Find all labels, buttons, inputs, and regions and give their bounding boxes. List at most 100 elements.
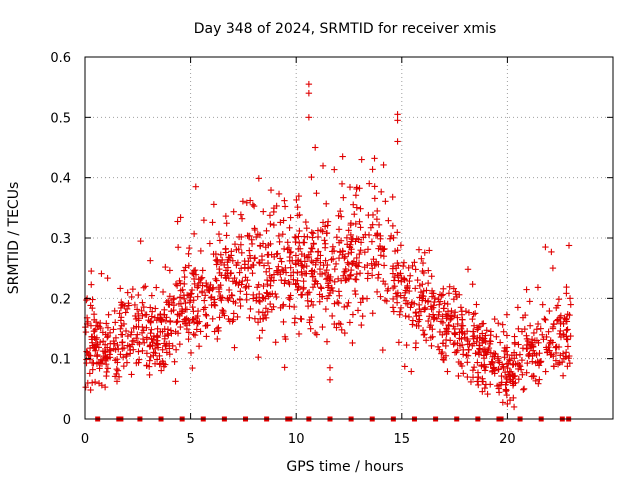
data-point	[511, 355, 518, 362]
data-point	[274, 250, 281, 257]
data-point	[185, 335, 192, 343]
data-point	[254, 284, 261, 291]
data-point	[135, 359, 142, 366]
data-point	[225, 286, 233, 294]
data-point	[280, 245, 288, 253]
data-point	[547, 351, 554, 358]
data-point	[459, 322, 467, 329]
data-point	[523, 335, 531, 343]
data-point	[443, 325, 450, 332]
data-point	[223, 220, 230, 227]
data-point	[229, 257, 236, 264]
data-point	[314, 280, 321, 287]
data-point	[82, 328, 90, 336]
data-point	[89, 342, 96, 349]
data-point	[503, 387, 510, 394]
data-point	[103, 320, 110, 327]
data-point	[185, 250, 192, 258]
data-point	[259, 327, 266, 334]
data-point	[346, 319, 354, 326]
data-point	[440, 356, 448, 364]
data-point	[552, 357, 560, 364]
data-point	[270, 221, 278, 229]
data-point	[563, 327, 570, 334]
data-point	[446, 283, 453, 290]
data-point	[308, 268, 315, 275]
data-point	[501, 344, 509, 352]
data-point	[553, 343, 560, 351]
data-point	[427, 303, 435, 310]
data-point	[530, 329, 538, 337]
data-point	[190, 275, 198, 283]
data-point	[319, 323, 326, 331]
data-point	[523, 369, 530, 376]
data-point	[147, 304, 154, 311]
data-point	[97, 319, 104, 327]
data-point	[305, 289, 313, 296]
data-point	[393, 299, 401, 306]
data-point	[403, 341, 410, 349]
data-point	[380, 246, 387, 253]
data-point	[157, 316, 164, 324]
data-point	[123, 351, 131, 358]
data-point	[89, 304, 96, 312]
data-point	[448, 307, 455, 315]
data-point	[534, 320, 542, 328]
data-point	[308, 229, 315, 236]
data-point	[239, 277, 246, 285]
data-point	[481, 384, 489, 392]
data-point	[267, 186, 275, 194]
data-point	[419, 267, 426, 275]
data-point	[275, 263, 282, 270]
data-point	[439, 313, 446, 320]
data-point	[237, 241, 245, 248]
x-tick-label: 0	[81, 432, 89, 447]
data-point	[357, 246, 364, 254]
data-point	[533, 326, 541, 333]
data-point	[317, 284, 324, 291]
data-point	[479, 388, 486, 395]
data-point	[280, 301, 287, 308]
x-axis-title: GPS time / hours	[286, 459, 403, 475]
data-point	[306, 319, 313, 326]
data-point	[224, 295, 231, 302]
data-point	[331, 265, 338, 273]
data-point	[246, 314, 253, 322]
data-point	[426, 247, 433, 254]
data-point	[338, 326, 345, 334]
data-point	[431, 294, 439, 302]
data-point	[344, 302, 351, 310]
data-point	[506, 357, 514, 364]
data-point	[295, 330, 303, 338]
data-point	[218, 296, 225, 304]
data-point	[395, 277, 402, 284]
data-point	[215, 230, 223, 238]
data-point	[300, 277, 307, 285]
data-point	[124, 289, 131, 296]
data-point	[186, 244, 193, 252]
data-point	[134, 331, 141, 338]
data-point	[471, 310, 479, 317]
data-point	[159, 346, 166, 353]
data-point	[294, 286, 301, 293]
data-point	[447, 315, 455, 322]
data-point	[275, 232, 283, 240]
data-point	[346, 183, 354, 191]
data-point	[401, 276, 408, 284]
data-point	[94, 340, 101, 348]
data-point	[464, 352, 472, 359]
data-point	[255, 308, 263, 316]
data-point	[303, 254, 311, 261]
data-point	[349, 260, 356, 267]
data-point	[480, 352, 487, 359]
data-point	[107, 347, 114, 354]
data-point	[117, 317, 125, 324]
data-point	[118, 301, 125, 309]
data-point	[219, 306, 226, 314]
data-point	[487, 338, 494, 345]
data-point	[415, 301, 423, 309]
data-point	[460, 370, 467, 377]
data-point	[374, 207, 381, 215]
data-point	[143, 362, 150, 369]
data-point	[499, 399, 507, 406]
